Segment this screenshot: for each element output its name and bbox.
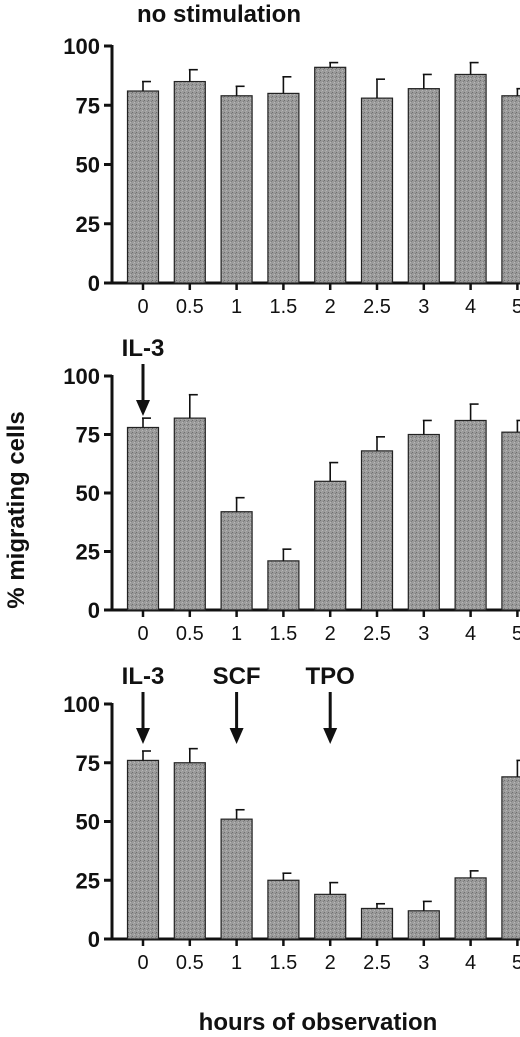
bar-3-1.5	[267, 879, 300, 940]
bar-1-4	[454, 73, 487, 284]
bar-1-1	[220, 95, 253, 284]
bar-2-5	[501, 431, 520, 611]
annotation-arrow-head	[229, 728, 244, 744]
y-tick-label: 50	[76, 153, 100, 178]
annotation-label-scf: SCF	[213, 663, 261, 690]
panel-1-title: no stimulation	[137, 1, 301, 28]
bar-1-5	[501, 95, 520, 284]
bar-3-4	[454, 877, 487, 940]
x-tick-label: 0.5	[176, 296, 204, 318]
bar-2-0	[126, 426, 160, 611]
x-tick-label: 0.5	[176, 952, 204, 974]
bar-1-3	[407, 88, 440, 284]
x-tick-label: 2	[325, 623, 336, 645]
bar-3-2	[314, 893, 347, 940]
bar-2-0.5	[173, 417, 206, 611]
x-axis-label: hours of observation	[199, 1009, 438, 1036]
x-tick-label: 5	[512, 623, 520, 645]
bar-3-3	[407, 910, 440, 940]
x-tick-label: 5	[512, 952, 520, 974]
x-tick-label: 1	[231, 952, 242, 974]
x-tick-label: 3	[418, 952, 429, 974]
x-tick-label: 1.5	[269, 623, 297, 645]
annotation-arrow-head	[323, 728, 338, 744]
x-tick-label: 0.5	[176, 623, 204, 645]
bar-3-0	[126, 759, 160, 940]
panel-3: 0 25 50 75 100 0 0.5 1 1.5 2 2.5 3 4 5 IL-3 SCF TPO	[63, 663, 520, 974]
x-tick-label: 0	[137, 952, 148, 974]
bar-3-1	[220, 818, 253, 940]
x-tick-label: 4	[465, 623, 476, 645]
bar-3-5	[501, 776, 520, 940]
x-tick-label: 4	[465, 296, 476, 318]
y-tick-label: 100	[63, 692, 100, 717]
bar-2-2	[314, 480, 347, 611]
y-axis-label: % migrating cells	[3, 411, 30, 608]
x-tick-label: 2	[325, 952, 336, 974]
bar-1-2.5	[360, 97, 394, 284]
x-tick-label: 1.5	[269, 296, 297, 318]
annotation-arrow-head	[136, 400, 150, 416]
panel-2: 0 25 50 75 100 0 0.5 1 1.5 2 2.5 3 4 5 IL-3	[63, 335, 520, 645]
y-tick-label: 50	[76, 810, 100, 835]
x-tick-label: 1	[231, 296, 242, 318]
x-tick-label: 2	[325, 296, 336, 318]
x-tick-label: 2.5	[363, 623, 391, 645]
y-tick-label: 75	[76, 423, 100, 448]
y-tick-label: 0	[88, 598, 100, 623]
bar-2-2.5	[360, 450, 394, 611]
y-tick-label: 25	[76, 212, 100, 237]
y-tick-label: 100	[63, 364, 100, 389]
bar-2-4	[454, 419, 487, 611]
bar-1-0	[126, 90, 160, 284]
annotation-arrow-head	[136, 728, 150, 744]
y-tick-label: 25	[76, 868, 100, 893]
bar-2-1	[220, 511, 253, 611]
x-tick-label: 2.5	[363, 296, 391, 318]
x-tick-label: 5	[512, 296, 520, 318]
bar-3-0.5	[173, 762, 206, 940]
bar-3-2.5	[360, 907, 394, 940]
x-tick-label: 0	[137, 623, 148, 645]
annotation-label-il-3: IL-3	[122, 335, 165, 362]
panel-1: no stimulation 0 25 50 75 100 0 0.5 1 1.5 2 2.5 3 4 5	[63, 1, 520, 318]
bar-2-1.5	[267, 560, 300, 611]
x-tick-label: 3	[418, 623, 429, 645]
y-tick-label: 50	[76, 481, 100, 506]
bar-2-3	[407, 433, 440, 611]
x-tick-label: 1.5	[269, 952, 297, 974]
x-tick-label: 2.5	[363, 952, 391, 974]
annotation-label-il-3: IL-3	[122, 663, 165, 690]
y-tick-label: 100	[63, 34, 100, 59]
x-tick-label: 0	[137, 296, 148, 318]
x-tick-label: 1	[231, 623, 242, 645]
y-tick-label: 0	[88, 271, 100, 296]
annotation-label-tpo: TPO	[306, 663, 355, 690]
x-tick-label: 3	[418, 296, 429, 318]
y-tick-label: 75	[76, 751, 100, 776]
x-tick-label: 4	[465, 952, 476, 974]
y-tick-label: 0	[88, 927, 100, 952]
bar-1-2	[314, 66, 347, 284]
y-tick-label: 25	[76, 540, 100, 565]
bar-1-0.5	[173, 80, 206, 284]
y-tick-label: 75	[76, 93, 100, 118]
bar-1-1.5	[267, 92, 300, 284]
